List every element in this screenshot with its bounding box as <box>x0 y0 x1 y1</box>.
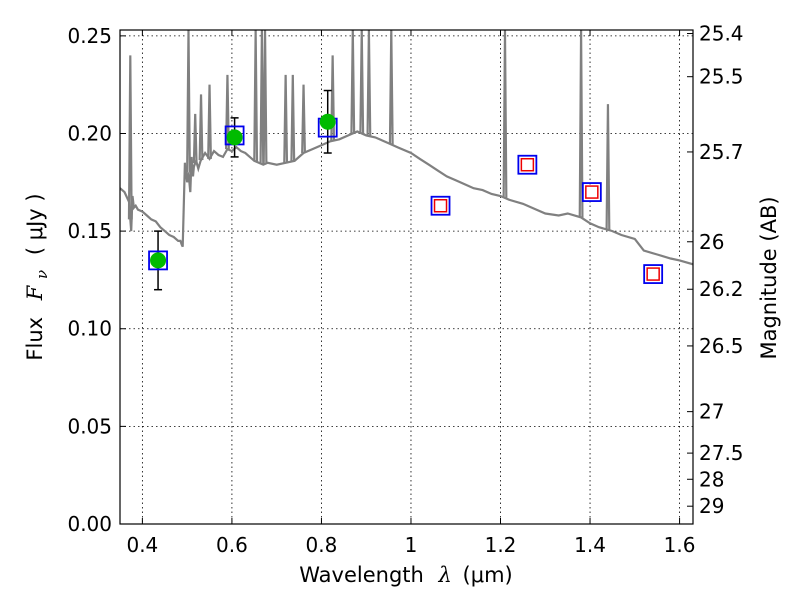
plot-frame <box>119 29 694 525</box>
sed-spike <box>198 94 204 161</box>
sed-spike <box>186 30 191 173</box>
magnitude-axis-label: Magnitude (AB) <box>757 196 781 359</box>
y-tick-label: 0.00 <box>67 512 112 536</box>
x-tick-label: 0.8 <box>306 533 338 557</box>
mag-tick-label: 25.4 <box>699 22 744 46</box>
y-tick-label: 0.05 <box>67 414 112 438</box>
mag-tick-label: 26 <box>699 230 724 254</box>
y-tick-label: 0.25 <box>67 24 112 48</box>
mag-tick-label: 27 <box>699 400 724 424</box>
model-red-square <box>585 185 599 199</box>
model-blue-square <box>581 182 602 202</box>
sed-line <box>120 130 693 266</box>
sed-spike <box>290 74 296 162</box>
mag-tick-label: 25.7 <box>699 140 744 164</box>
sed-spike <box>283 74 289 163</box>
model-blue-square <box>643 264 664 284</box>
marker-layer <box>148 89 664 291</box>
model-blue-square <box>148 250 168 271</box>
tick-layer: 0.4 0.6 0.8 1 1.2 1.4 1.6 0.00 0.05 0.10 0.15 0.20 0… <box>67 22 743 557</box>
sed-spike <box>578 30 584 218</box>
y-tick-label: 0.15 <box>67 219 112 243</box>
y-tick-label: 0.10 <box>67 317 112 341</box>
observed-point <box>319 113 336 130</box>
x-axis-label: Wavelength λ (μm) <box>299 563 512 587</box>
mag-tick-label: 28 <box>699 467 724 491</box>
mag-tick-label: 26.2 <box>699 277 744 301</box>
y-tick-label: 0.20 <box>67 121 112 145</box>
sed-spike <box>127 55 133 220</box>
y-axis-label: Flux F ν ( μJy ) <box>23 193 52 360</box>
sed-spike <box>192 113 198 164</box>
sed-spike <box>605 104 611 230</box>
observed-point <box>226 129 243 146</box>
mag-tick-label: 27.5 <box>699 441 744 465</box>
x-tick-label: 1.6 <box>664 533 696 557</box>
sed-spike <box>366 30 372 137</box>
sed-spike <box>259 30 265 165</box>
sed-spike <box>388 30 394 145</box>
model-blue-square <box>430 195 451 216</box>
model-blue-square <box>517 154 538 175</box>
mag-tick-label: 25.5 <box>699 65 744 89</box>
sed-spike <box>301 84 306 154</box>
sed-spike <box>253 30 259 162</box>
x-tick-label: 0.6 <box>216 533 248 557</box>
sed-layer <box>120 30 693 266</box>
model-red-square <box>520 157 535 172</box>
model-red-square <box>646 267 660 281</box>
x-tick-label: 1.2 <box>485 533 517 557</box>
sed-spike <box>330 55 336 141</box>
sed-spike <box>350 30 356 134</box>
sed-spike <box>262 30 268 164</box>
x-tick-label: 1.4 <box>574 533 606 557</box>
x-tick-label: 1 <box>405 533 418 557</box>
observed-point <box>150 252 167 269</box>
mag-tick-label: 29 <box>699 494 724 518</box>
sed-spike <box>207 84 212 159</box>
sed-spike <box>502 30 508 198</box>
x-tick-label: 0.4 <box>126 533 158 557</box>
grid <box>120 30 693 525</box>
sed-spike <box>224 74 230 150</box>
sed-spike <box>359 30 365 134</box>
model-red-square <box>433 198 448 213</box>
mag-tick-label: 26.5 <box>699 334 744 358</box>
